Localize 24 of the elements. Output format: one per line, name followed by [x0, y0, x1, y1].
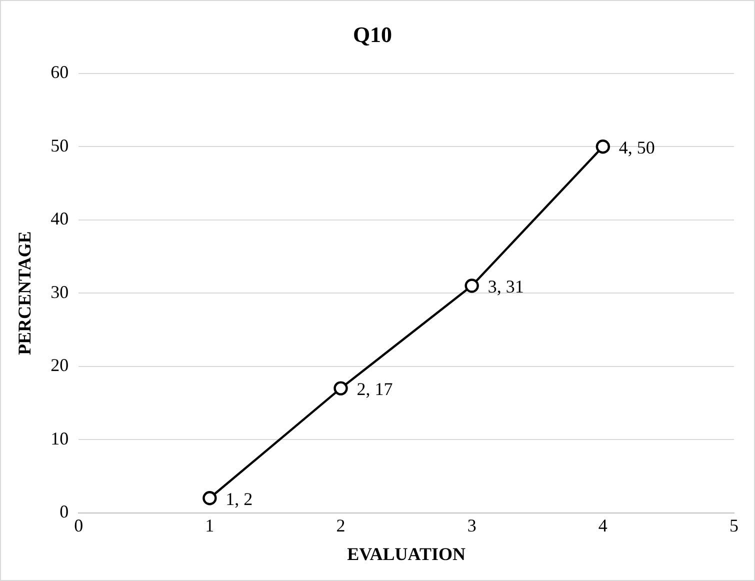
y-tick-label: 50 [50, 135, 69, 156]
y-tick-label: 0 [60, 502, 69, 522]
x-tick-label: 0 [74, 515, 84, 536]
data-label: 4, 50 [618, 137, 655, 158]
y-tick-label: 40 [50, 208, 69, 229]
point [202, 491, 217, 506]
x-axis-title: EVALUATION [347, 544, 466, 564]
data-label: 1, 2 [226, 488, 253, 509]
y-tick-label: 60 [50, 62, 69, 82]
data-label: 3, 31 [488, 276, 524, 297]
y-tick-label: 30 [50, 282, 69, 302]
x-tick-label: 1 [205, 515, 214, 536]
y-tick-label: 10 [50, 428, 69, 448]
chart-title: Q10 [352, 22, 392, 47]
y-tick-label: 20 [50, 355, 69, 376]
x-tick-label: 5 [730, 515, 738, 536]
x-tick-label: 3 [467, 515, 476, 536]
data-label: 2, 17 [356, 379, 393, 400]
y-axis-title: PERCENTAGE [14, 231, 34, 355]
point [334, 381, 348, 396]
point [464, 278, 479, 293]
point [596, 140, 610, 154]
x-tick-label: 4 [598, 515, 608, 536]
x-tick-label: 2 [336, 515, 346, 536]
